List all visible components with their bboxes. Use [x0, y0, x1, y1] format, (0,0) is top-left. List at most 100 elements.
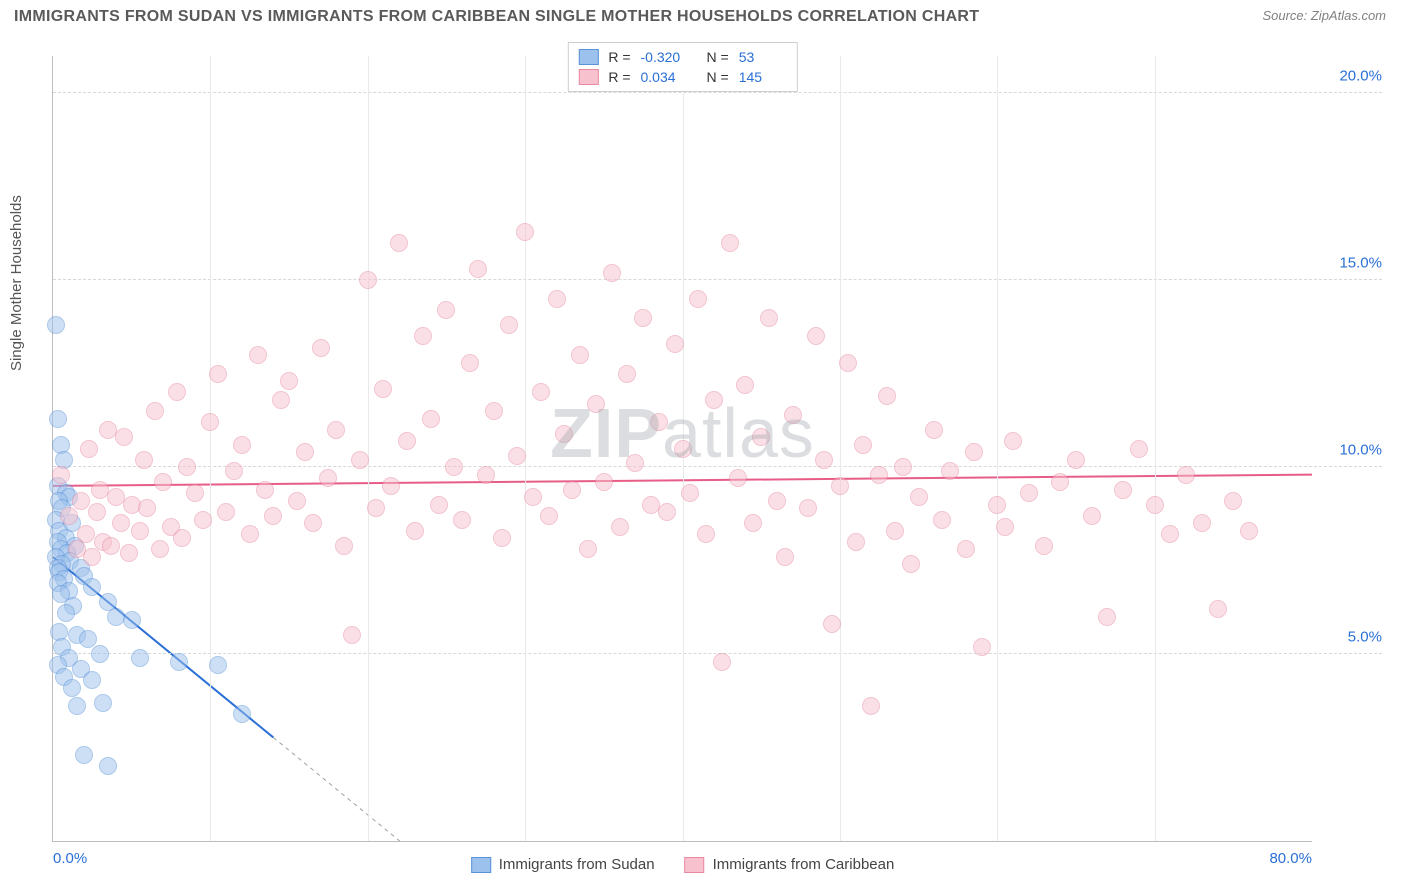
- data-point: [422, 410, 440, 428]
- data-point: [68, 697, 86, 715]
- data-point: [131, 649, 149, 667]
- gridline: [840, 56, 841, 841]
- data-point: [839, 354, 857, 372]
- data-point: [233, 705, 251, 723]
- data-point: [60, 507, 78, 525]
- data-point: [1004, 432, 1022, 450]
- data-point: [540, 507, 558, 525]
- data-point: [736, 376, 754, 394]
- data-point: [988, 496, 1006, 514]
- data-point: [768, 492, 786, 510]
- data-point: [178, 458, 196, 476]
- data-point: [437, 301, 455, 319]
- n-value: 145: [739, 69, 787, 85]
- x-tick-label: 0.0%: [53, 850, 87, 867]
- data-point: [374, 380, 392, 398]
- data-point: [587, 395, 605, 413]
- data-point: [241, 525, 259, 543]
- data-point: [925, 421, 943, 439]
- data-point: [256, 481, 274, 499]
- y-tick-label: 15.0%: [1322, 255, 1382, 272]
- data-point: [516, 223, 534, 241]
- x-tick-label: 80.0%: [1269, 850, 1312, 867]
- r-value: 0.034: [641, 69, 689, 85]
- data-point: [1177, 466, 1195, 484]
- legend-row: R = -0.320 N = 53: [578, 47, 786, 67]
- data-point: [1020, 484, 1038, 502]
- data-point: [910, 488, 928, 506]
- data-point: [555, 425, 573, 443]
- series-swatch: [471, 857, 491, 873]
- data-point: [135, 451, 153, 469]
- data-point: [367, 499, 385, 517]
- data-point: [1240, 522, 1258, 540]
- correlation-legend: R = -0.320 N = 53 R = 0.034 N = 145: [567, 42, 797, 92]
- gridline: [997, 56, 998, 841]
- data-point: [618, 365, 636, 383]
- r-label: R =: [608, 49, 630, 65]
- data-point: [102, 537, 120, 555]
- chart-container: Single Mother Households ZIPatlas R = -0…: [14, 36, 1392, 882]
- data-point: [847, 533, 865, 551]
- data-point: [79, 630, 97, 648]
- data-point: [453, 511, 471, 529]
- data-point: [88, 503, 106, 521]
- data-point: [965, 443, 983, 461]
- data-point: [713, 653, 731, 671]
- data-point: [170, 653, 188, 671]
- data-point: [83, 671, 101, 689]
- n-label: N =: [707, 69, 729, 85]
- data-point: [280, 372, 298, 390]
- data-point: [146, 402, 164, 420]
- data-point: [854, 436, 872, 454]
- data-point: [548, 290, 566, 308]
- data-point: [201, 413, 219, 431]
- data-point: [430, 496, 448, 514]
- data-point: [658, 503, 676, 521]
- data-point: [115, 428, 133, 446]
- data-point: [249, 346, 267, 364]
- data-point: [406, 522, 424, 540]
- data-point: [611, 518, 629, 536]
- data-point: [296, 443, 314, 461]
- data-point: [186, 484, 204, 502]
- data-point: [319, 469, 337, 487]
- y-tick-label: 20.0%: [1322, 68, 1382, 85]
- data-point: [351, 451, 369, 469]
- data-point: [47, 316, 65, 334]
- series-name: Immigrants from Caribbean: [713, 856, 895, 873]
- data-point: [1098, 608, 1116, 626]
- data-point: [493, 529, 511, 547]
- data-point: [217, 503, 235, 521]
- data-point: [862, 697, 880, 715]
- data-point: [154, 473, 172, 491]
- data-point: [57, 604, 75, 622]
- data-point: [674, 440, 692, 458]
- data-point: [288, 492, 306, 510]
- r-label: R =: [608, 69, 630, 85]
- data-point: [886, 522, 904, 540]
- data-point: [131, 522, 149, 540]
- data-point: [414, 327, 432, 345]
- legend-item: Immigrants from Caribbean: [685, 856, 895, 873]
- data-point: [327, 421, 345, 439]
- data-point: [894, 458, 912, 476]
- data-point: [603, 264, 621, 282]
- data-point: [485, 402, 503, 420]
- data-point: [705, 391, 723, 409]
- data-point: [469, 260, 487, 278]
- data-point: [870, 466, 888, 484]
- data-point: [1114, 481, 1132, 499]
- data-point: [776, 548, 794, 566]
- data-point: [382, 477, 400, 495]
- data-point: [1130, 440, 1148, 458]
- data-point: [626, 454, 644, 472]
- data-point: [264, 507, 282, 525]
- series-swatch: [685, 857, 705, 873]
- data-point: [91, 645, 109, 663]
- data-point: [799, 499, 817, 517]
- data-point: [77, 525, 95, 543]
- data-point: [878, 387, 896, 405]
- data-point: [1035, 537, 1053, 555]
- data-point: [689, 290, 707, 308]
